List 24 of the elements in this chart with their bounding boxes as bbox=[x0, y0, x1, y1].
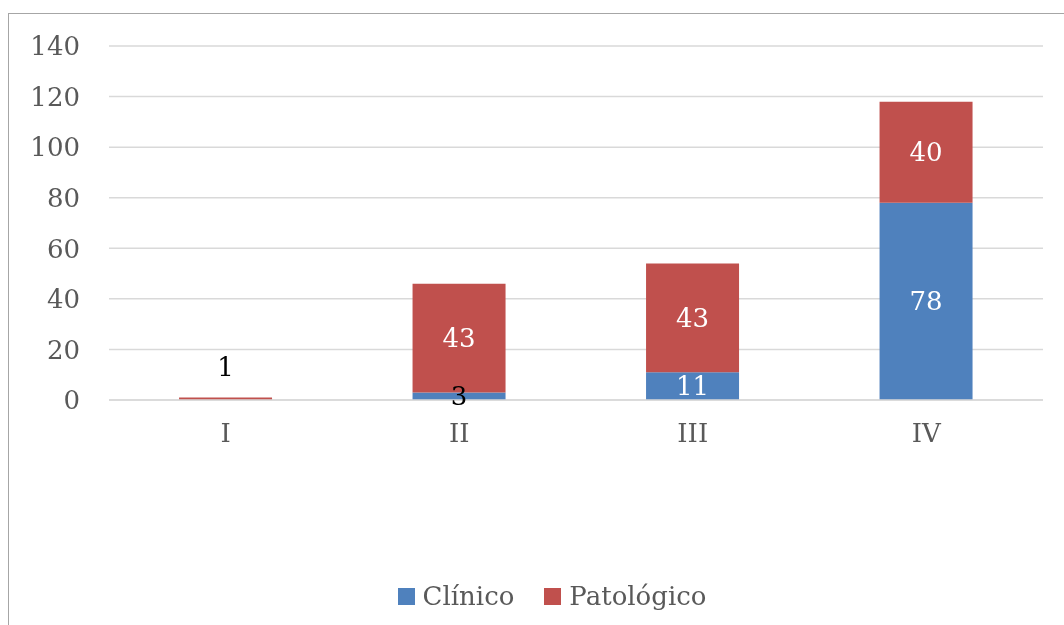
legend-label: Patológico bbox=[569, 581, 707, 611]
x-tick-label: IV bbox=[911, 418, 942, 449]
bar bbox=[879, 101, 973, 203]
data-label: 1 bbox=[217, 352, 234, 383]
y-tick-label: 40 bbox=[46, 284, 80, 315]
y-tick-label: 0 bbox=[63, 385, 80, 416]
y-tick-label: 80 bbox=[46, 182, 80, 213]
data-label: 40 bbox=[909, 137, 943, 168]
data-label: 78 bbox=[909, 286, 943, 317]
legend-label: Clínico bbox=[422, 581, 515, 611]
y-tick-label: 100 bbox=[30, 132, 80, 163]
x-tick-label: III bbox=[677, 418, 709, 449]
x-tick-label: II bbox=[448, 418, 470, 449]
y-tick-label: 120 bbox=[30, 81, 80, 112]
data-label: 43 bbox=[442, 323, 476, 354]
y-tick-label: 60 bbox=[46, 233, 80, 264]
data-label: 43 bbox=[676, 302, 710, 333]
bar bbox=[646, 372, 740, 400]
data-label: 11 bbox=[676, 371, 710, 402]
y-tick-label: 140 bbox=[30, 31, 80, 62]
bar bbox=[646, 263, 740, 373]
x-tick-label: I bbox=[220, 418, 231, 449]
y-tick-label: 20 bbox=[46, 334, 80, 365]
bar bbox=[879, 202, 973, 400]
